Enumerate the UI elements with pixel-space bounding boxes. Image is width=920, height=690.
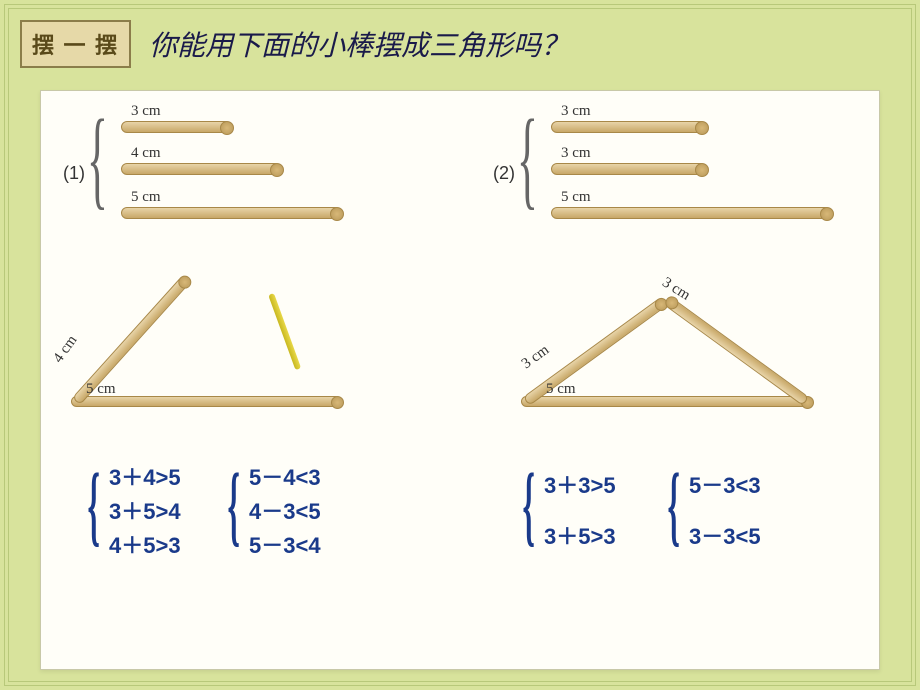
left-diag-l2: 5 cm [86, 381, 116, 398]
eq: 5－3<3 [689, 461, 761, 512]
eq: 3＋5>3 [544, 512, 616, 563]
g2-stick3-label: 5 cm [561, 189, 591, 206]
eq: 4－3<5 [249, 495, 321, 529]
group2-brace: { [517, 103, 538, 213]
group2-label: (2) [493, 163, 515, 184]
g1-stick1 [121, 121, 231, 133]
left-diag-falling [268, 293, 301, 370]
g2-stick1-label: 3 cm [561, 103, 591, 120]
eq: 3＋5>4 [109, 495, 181, 529]
right-diag-l1: 3 cm [519, 342, 553, 373]
g2-stick3 [551, 207, 831, 219]
g1-stick2 [121, 163, 281, 175]
group1-label: (1) [63, 163, 85, 184]
g2-stick2-label: 3 cm [561, 145, 591, 162]
section-badge: 摆 一 摆 [20, 20, 131, 68]
g1-stick1-label: 3 cm [131, 103, 161, 120]
eq: 3－3<5 [689, 512, 761, 563]
math-brace-rs: { [668, 461, 680, 551]
group1-brace: { [87, 103, 108, 213]
g2-stick2 [551, 163, 706, 175]
math-brace-ls: { [228, 461, 240, 551]
math-brace-ra: { [523, 461, 535, 551]
eq: 5－3<4 [249, 529, 321, 563]
right-diag-right [665, 297, 809, 406]
header: 摆 一 摆 你能用下面的小棒摆成三角形吗？ [20, 20, 569, 68]
left-diag-l1: 4 cm [50, 333, 81, 367]
math-left-add: 3＋4>5 3＋5>4 4＋5>3 [109, 461, 181, 563]
question-text: 你能用下面的小棒摆成三角形吗？ [149, 24, 569, 64]
math-left-sub: 5－4<3 4－3<5 5－3<4 [249, 461, 321, 563]
g1-stick3-label: 5 cm [131, 189, 161, 206]
math-brace-la: { [88, 461, 100, 551]
g2-stick1 [551, 121, 706, 133]
math-right-add: 3＋3>5 3＋5>3 [544, 461, 616, 562]
g1-stick3 [121, 207, 341, 219]
right-diag-l2: 5 cm [546, 381, 576, 398]
eq: 4＋5>3 [109, 529, 181, 563]
eq: 3＋4>5 [109, 461, 181, 495]
content-panel: (1) { 3 cm 4 cm 5 cm (2) { 3 cm 3 cm 5 c… [40, 90, 880, 670]
g1-stick2-label: 4 cm [131, 145, 161, 162]
eq: 5－4<3 [249, 461, 321, 495]
eq: 3＋3>5 [544, 461, 616, 512]
math-right-sub: 5－3<3 3－3<5 [689, 461, 761, 562]
